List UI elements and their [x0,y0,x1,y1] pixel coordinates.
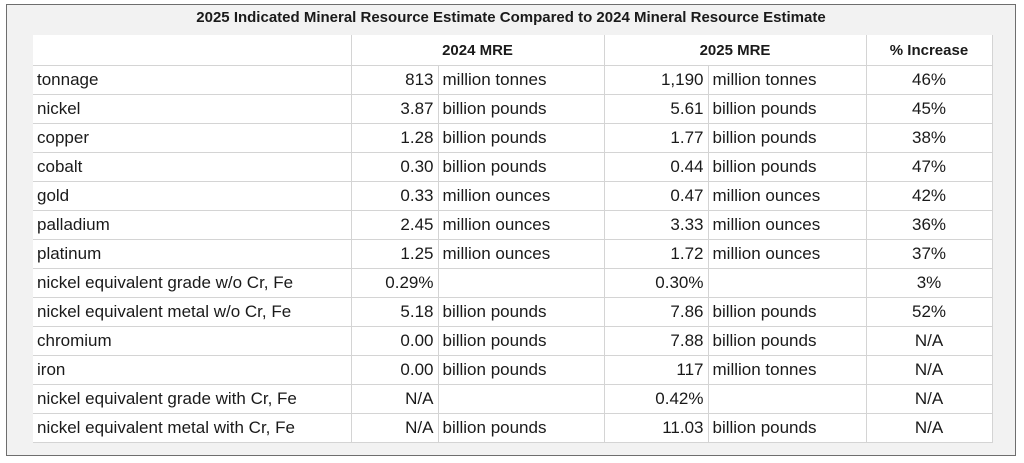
increase-cell: 46% [866,65,993,95]
header-2025-mre: 2025 MRE [604,35,867,66]
row-item-cell: chromium [33,326,352,356]
row-item-cell: palladium [33,210,352,240]
value-2025-cell: 117 [604,355,709,385]
increase-cell: N/A [866,355,993,385]
table-row: gold 0.33 million ounces 0.47 million ounces… [33,181,993,211]
unit-2024-cell: million ounces [438,210,605,240]
header-increase: % Increase [866,35,993,66]
unit-2024-cell: billion pounds [438,355,605,385]
value-2024-cell: 1.28 [351,123,439,153]
unit-2024-cell: billion pounds [438,94,605,124]
header-row: 2024 MRE 2025 MRE % Increase [33,35,993,66]
value-2024-cell: 5.18 [351,297,439,327]
table-row: nickel equivalent metal with Cr, Fe N/A bi… [33,413,993,443]
header-item [33,35,352,66]
unit-2025-cell [708,268,867,298]
value-2024-cell: 1.25 [351,239,439,269]
table-row: nickel equivalent metal w/o Cr, Fe 5.18 bi… [33,297,993,327]
unit-2024-cell: million ounces [438,181,605,211]
unit-2025-cell: million ounces [708,181,867,211]
increase-cell: 47% [866,152,993,182]
increase-cell: 36% [866,210,993,240]
table-row: copper 1.28 billion pounds 1.77 billion poun… [33,123,993,153]
row-item-cell: platinum [33,239,352,269]
unit-2025-cell: billion pounds [708,123,867,153]
header-2024-mre: 2024 MRE [351,35,605,66]
increase-cell: 38% [866,123,993,153]
table-row: nickel equivalent grade with Cr, Fe N/A 0.… [33,384,993,414]
table-row: platinum 1.25 million ounces 1.72 million ou… [33,239,993,269]
table-row: palladium 2.45 million ounces 3.33 million o… [33,210,993,240]
unit-2024-cell [438,384,605,414]
unit-2025-cell: million tonnes [708,65,867,95]
value-2025-cell: 1,190 [604,65,709,95]
increase-cell: 42% [866,181,993,211]
unit-2024-cell: million ounces [438,239,605,269]
row-item-cell: copper [33,123,352,153]
value-2025-cell: 7.88 [604,326,709,356]
unit-2025-cell: billion pounds [708,94,867,124]
value-2024-cell: 0.30 [351,152,439,182]
table-title: 2025 Indicated Mineral Resource Estimate… [196,9,826,26]
table-row: chromium 0.00 billion pounds 7.88 billion po… [33,326,993,356]
increase-cell: N/A [866,384,993,414]
unit-2024-cell: billion pounds [438,123,605,153]
value-2025-cell: 11.03 [604,413,709,443]
value-2025-cell: 7.86 [604,297,709,327]
value-2025-cell: 1.77 [604,123,709,153]
unit-2025-cell: million tonnes [708,355,867,385]
unit-2025-cell: million ounces [708,210,867,240]
row-item-cell: cobalt [33,152,352,182]
value-2025-cell: 1.72 [604,239,709,269]
value-2025-cell: 5.61 [604,94,709,124]
unit-2024-cell: billion pounds [438,297,605,327]
increase-cell: N/A [866,413,993,443]
row-item-cell: nickel equivalent metal w/o Cr, Fe [33,297,352,327]
value-2024-cell: N/A [351,413,439,443]
table-row: nickel 3.87 billion pounds 5.61 billion poun… [33,94,993,124]
value-2024-cell: 2.45 [351,210,439,240]
row-item-cell: gold [33,181,352,211]
value-2024-cell: 3.87 [351,94,439,124]
unit-2025-cell: billion pounds [708,413,867,443]
unit-2024-cell: billion pounds [438,413,605,443]
table-row: tonnage 813 million tonnes 1,190 million ton… [33,65,993,95]
increase-cell: N/A [866,326,993,356]
value-2025-cell: 0.47 [604,181,709,211]
unit-2025-cell: million ounces [708,239,867,269]
row-item-cell: tonnage [33,65,352,95]
table-row: iron 0.00 billion pounds 117 million tonnes N… [33,355,993,385]
increase-cell: 52% [866,297,993,327]
value-2025-cell: 3.33 [604,210,709,240]
unit-2024-cell [438,268,605,298]
unit-2024-cell: billion pounds [438,152,605,182]
unit-2025-cell: billion pounds [708,297,867,327]
value-2025-cell: 0.42% [604,384,709,414]
table-frame: 2025 Indicated Mineral Resource Estimate… [6,4,1016,456]
value-2025-cell: 0.44 [604,152,709,182]
mre-comparison-table: 2024 MRE 2025 MRE % Increase tonnage 813 m… [33,35,993,443]
increase-cell: 45% [866,94,993,124]
unit-2025-cell: billion pounds [708,326,867,356]
value-2024-cell: 0.33 [351,181,439,211]
value-2024-cell: 0.00 [351,326,439,356]
increase-cell: 37% [866,239,993,269]
value-2024-cell: 0.29% [351,268,439,298]
table-row: nickel equivalent grade w/o Cr, Fe 0.29% 0… [33,268,993,298]
row-item-cell: nickel equivalent grade w/o Cr, Fe [33,268,352,298]
unit-2025-cell [708,384,867,414]
value-2024-cell: 0.00 [351,355,439,385]
table-row: cobalt 0.30 billion pounds 0.44 billion poun… [33,152,993,182]
unit-2024-cell: million tonnes [438,65,605,95]
value-2024-cell: 813 [351,65,439,95]
increase-cell: 3% [866,268,993,298]
unit-2025-cell: billion pounds [708,152,867,182]
row-item-cell: nickel [33,94,352,124]
value-2025-cell: 0.30% [604,268,709,298]
unit-2024-cell: billion pounds [438,326,605,356]
row-item-cell: nickel equivalent metal with Cr, Fe [33,413,352,443]
value-2024-cell: N/A [351,384,439,414]
row-item-cell: iron [33,355,352,385]
row-item-cell: nickel equivalent grade with Cr, Fe [33,384,352,414]
